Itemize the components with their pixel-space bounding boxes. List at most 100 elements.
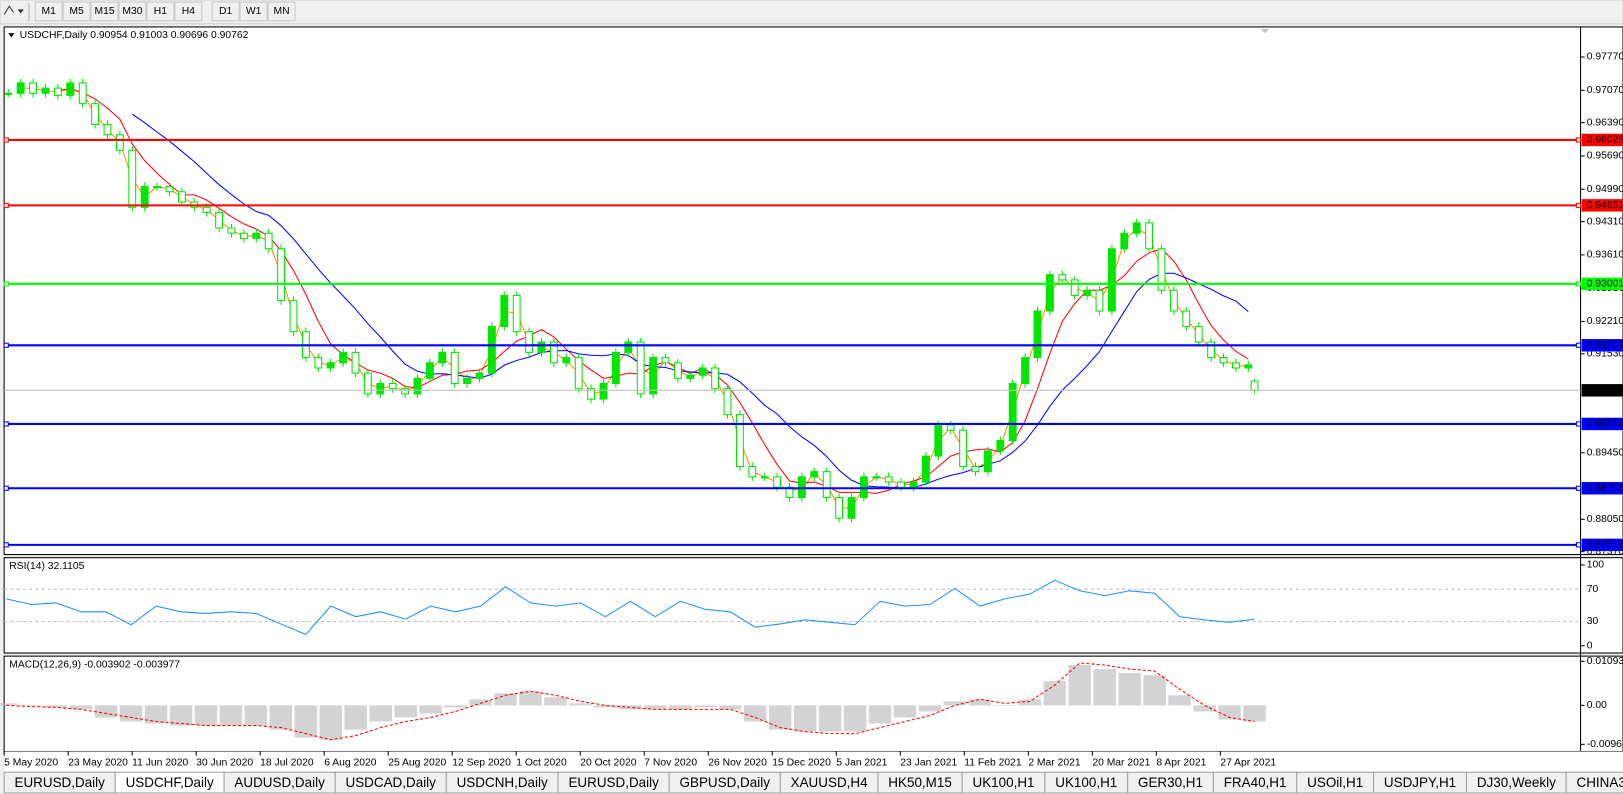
tab-label[interactable]: FRA40,H1: [1224, 775, 1287, 790]
candle-body: [673, 362, 682, 379]
histogram-bar: [1093, 669, 1116, 706]
timeframe-button[interactable]: [34, 1, 63, 22]
candle-body: [1244, 364, 1253, 369]
tab-label[interactable]: USDJPY,H1: [1384, 775, 1456, 790]
tab-label[interactable]: USOil,H1: [1307, 775, 1363, 790]
tab-label[interactable]: EURUSD,Daily: [14, 775, 105, 790]
candle-body: [773, 476, 782, 488]
candle-body: [140, 186, 149, 208]
indicator-tick-label: 0: [1587, 640, 1593, 651]
low: 0.90696: [171, 30, 209, 41]
histogram-bar: [843, 705, 867, 732]
candle-body: [1070, 279, 1079, 296]
histogram-bar: [644, 705, 667, 710]
indicator-tick-label: 0.00: [1587, 700, 1607, 711]
timeframe-label[interactable]: M15: [94, 6, 114, 17]
level-handle: [1575, 542, 1582, 548]
timeframe-label[interactable]: M30: [122, 6, 142, 17]
toolbar-icon[interactable]: [3, 5, 24, 15]
candle-body: [475, 372, 484, 379]
timeframe-label[interactable]: M5: [69, 6, 84, 17]
histogram-bar: [369, 705, 392, 722]
candle-body: [289, 300, 298, 333]
tab-label[interactable]: AUDUSD,Daily: [234, 775, 325, 790]
level-handle: [3, 485, 9, 491]
candle-body: [401, 388, 410, 395]
histogram-bar: [94, 705, 118, 718]
tab-label[interactable]: XAUUSD,H4: [791, 775, 868, 790]
tab-label[interactable]: UK100,H1: [1055, 775, 1117, 790]
level-handle: [3, 542, 9, 548]
timeframe-button[interactable]: [174, 1, 203, 22]
timeframe-label[interactable]: H4: [182, 6, 195, 17]
tab[interactable]: [1565, 771, 1623, 794]
indicator-tick-label: 0.010933: [1587, 656, 1623, 667]
timeframe-button[interactable]: [211, 1, 240, 22]
candle-body: [971, 465, 980, 473]
tab-label[interactable]: DJ30,Weekly: [1477, 775, 1556, 790]
date-label: 11 Feb 2021: [964, 758, 1022, 769]
timeframe-button[interactable]: [118, 1, 147, 22]
candle-body: [835, 497, 844, 519]
histogram-bar: [594, 705, 617, 708]
date-label: 6 Aug 2020: [324, 758, 377, 769]
candle-body: [649, 357, 658, 395]
timeframe-button[interactable]: [239, 1, 268, 22]
histogram-bar: [768, 705, 792, 730]
tab-label[interactable]: USDCAD,Daily: [346, 775, 437, 790]
tab-label[interactable]: USDCNH,Daily: [457, 775, 548, 790]
candle-body: [748, 465, 757, 478]
timeframe-button[interactable]: [146, 1, 175, 22]
timeframe-label[interactable]: MN: [273, 6, 289, 17]
candle-body: [512, 294, 521, 333]
histogram-bar: [119, 705, 143, 722]
candle-body: [611, 351, 620, 385]
histogram-bar: [669, 705, 692, 710]
candle-body: [810, 471, 819, 478]
candle-body: [859, 476, 868, 499]
timeframe-button[interactable]: [62, 1, 91, 22]
candle-body: [723, 388, 732, 416]
candle-body: [450, 351, 459, 385]
tab-label[interactable]: CHINA300,H1: [1577, 775, 1623, 790]
candle-body: [177, 191, 186, 203]
header-arrow[interactable]: [8, 33, 15, 38]
shift-marker: [1260, 29, 1270, 34]
timeframe-label[interactable]: H1: [154, 6, 167, 17]
timeframe-label[interactable]: W1: [246, 6, 262, 17]
histogram-bar: [219, 705, 243, 726]
histogram-bar: [743, 705, 767, 722]
date-label: 27 Apr 2021: [1220, 758, 1276, 769]
tab-label[interactable]: HK50,M15: [888, 775, 952, 790]
histogram-bar: [569, 703, 592, 706]
tab-label[interactable]: EURUSD,Daily: [568, 775, 659, 790]
candle-body: [239, 232, 248, 239]
symbol: USDCHF,Daily: [20, 30, 89, 41]
price-label: 0.89450: [1587, 447, 1623, 458]
candle-body: [78, 82, 87, 105]
timeframe-button[interactable]: [90, 1, 119, 22]
histogram-bar: [1143, 675, 1166, 706]
timeframe-label[interactable]: D1: [219, 6, 232, 17]
rsi-panel: [3, 557, 1623, 654]
candle-body: [698, 367, 707, 376]
toolbar: [0, 0, 1623, 25]
tab-label[interactable]: GBPUSD,Daily: [680, 775, 771, 790]
timeframe-button[interactable]: [267, 1, 296, 22]
candle-body: [921, 455, 930, 483]
histogram-bar: [244, 705, 268, 726]
candle-body: [537, 341, 546, 353]
date-label: 20 Oct 2020: [580, 758, 637, 769]
tab-label[interactable]: UK100,H1: [973, 775, 1035, 790]
rsi-header: RSI(14) 32.1105: [9, 561, 84, 572]
moving-average: [20, 87, 1249, 509]
level-handle: [3, 281, 9, 287]
timeframe-label[interactable]: M1: [41, 6, 56, 17]
tab-label[interactable]: USDCHF,Daily: [126, 775, 214, 790]
tab-label[interactable]: GER30,H1: [1138, 775, 1203, 790]
level-box: [1581, 199, 1623, 212]
indicator-tick-label: -0.009653: [1587, 739, 1623, 750]
level-label: 0.87513: [1587, 540, 1623, 551]
candle-body: [934, 424, 943, 457]
